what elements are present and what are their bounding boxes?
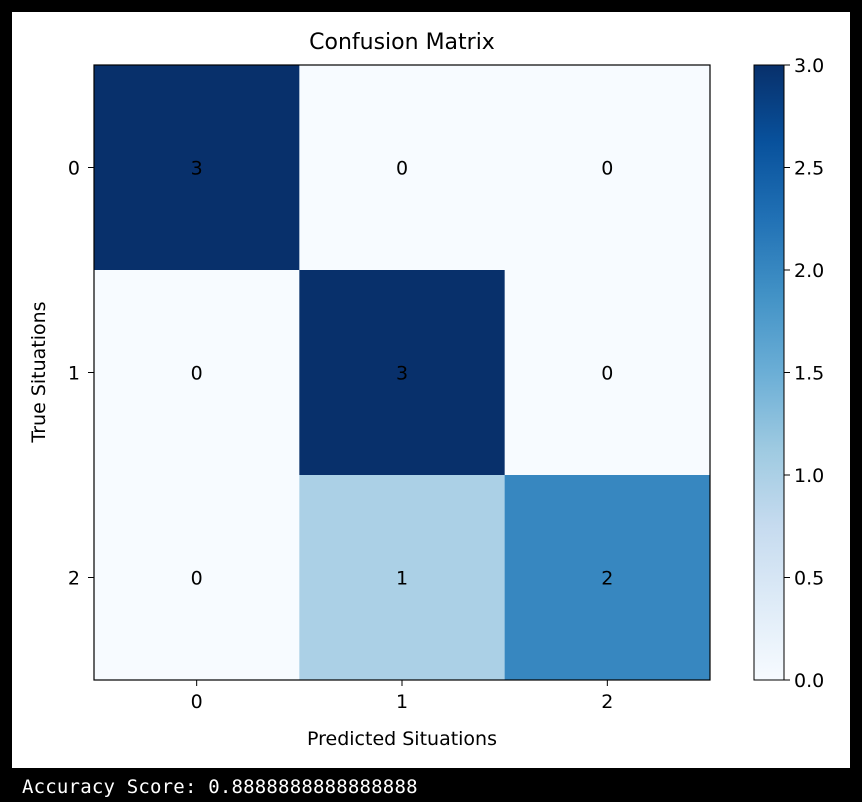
colorbar-tick-label: 1.5 xyxy=(794,363,824,385)
colorbar-tick-label: 0.0 xyxy=(794,670,824,692)
cell-value-label: 2 xyxy=(601,568,613,590)
cell-value-label: 0 xyxy=(191,568,203,590)
y-axis-label: True Situations xyxy=(28,301,50,443)
confusion-matrix-chart: Confusion Matrix 3 0 0 0 3 0 0 1 2 0 1 2 0 1 2 Predi… xyxy=(28,30,824,750)
y-axis-ticks: 0 1 2 xyxy=(68,158,94,590)
heatmap-cell xyxy=(299,65,506,271)
colorbar-tick-label: 2.5 xyxy=(794,158,824,180)
heatmap-cell xyxy=(299,475,506,681)
colorbar-tick-label: 0.5 xyxy=(794,568,824,590)
cell-value-label: 1 xyxy=(396,568,408,590)
colorbar-tick-label: 3.0 xyxy=(794,55,824,77)
colorbar-ticks: 0.0 0.5 1.0 1.5 2.0 2.5 3.0 xyxy=(784,55,824,692)
heatmap-cell xyxy=(94,475,300,681)
heatmap-cell xyxy=(504,270,711,476)
colorbar-tick-label: 1.0 xyxy=(794,465,824,487)
x-tick-label: 1 xyxy=(396,691,408,713)
heatmap-cell xyxy=(299,270,506,476)
accuracy-score-output: Accuracy Score: 0.8888888888888888 xyxy=(22,776,418,798)
heatmap-cell xyxy=(504,65,711,271)
cell-value-label: 3 xyxy=(191,158,203,180)
y-tick-label: 0 xyxy=(68,158,80,180)
heatmap-cells xyxy=(94,65,711,681)
cell-value-label: 0 xyxy=(601,158,613,180)
heatmap-cell xyxy=(504,475,711,681)
cell-value-label: 0 xyxy=(396,158,408,180)
y-tick-label: 2 xyxy=(68,568,80,590)
chart-title: Confusion Matrix xyxy=(309,30,495,55)
cell-value-label: 3 xyxy=(396,363,408,385)
colorbar xyxy=(753,64,785,681)
cell-value-label: 0 xyxy=(191,363,203,385)
cell-value-label: 0 xyxy=(601,363,613,385)
heatmap-cell-labels: 3 0 0 0 3 0 0 1 2 xyxy=(191,158,614,590)
colorbar-tick-label: 2.0 xyxy=(794,260,824,282)
heatmap-cell xyxy=(94,65,300,271)
heatmap-cell xyxy=(94,270,300,476)
x-axis-label: Predicted Situations xyxy=(307,728,497,750)
x-tick-label: 2 xyxy=(601,691,613,713)
x-tick-label: 0 xyxy=(191,691,203,713)
x-axis-ticks: 0 1 2 xyxy=(191,680,613,713)
y-tick-label: 1 xyxy=(68,363,80,385)
figure-canvas: Confusion Matrix 3 0 0 0 3 0 0 1 2 0 1 2 0 1 2 Predi… xyxy=(12,12,850,768)
